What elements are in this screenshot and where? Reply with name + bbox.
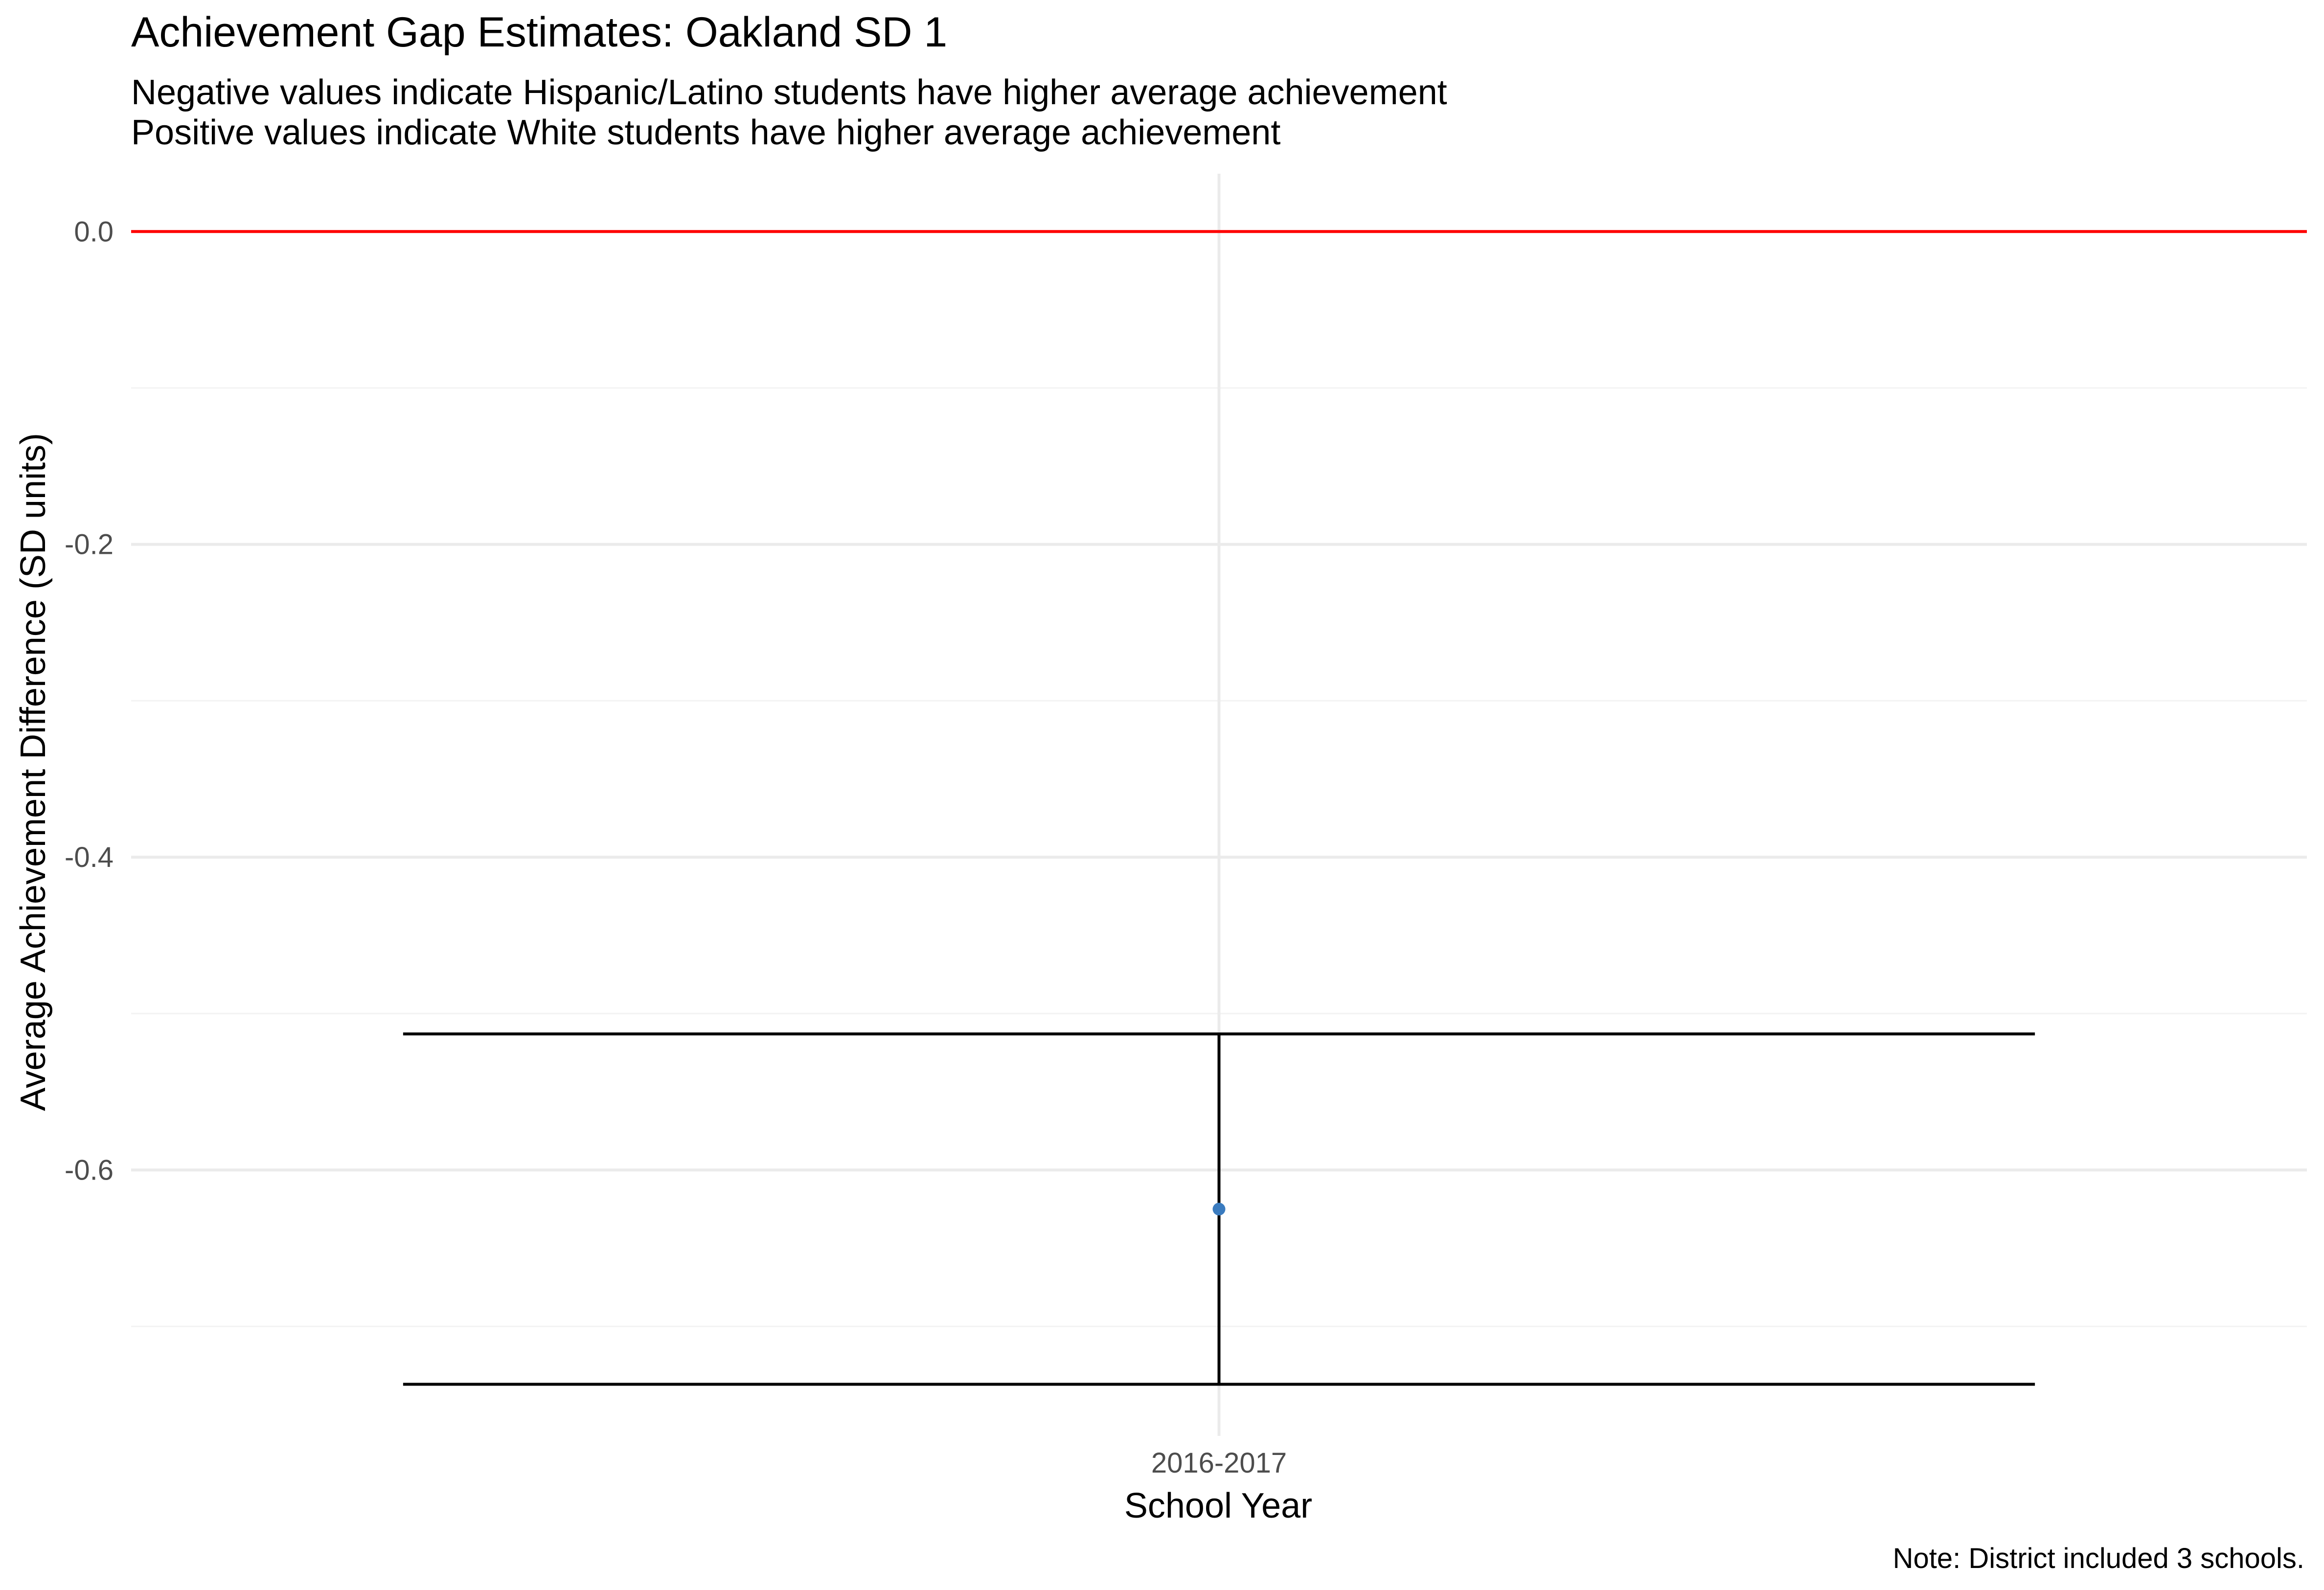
chart-subtitle-line-2: Positive values indicate White students …	[131, 113, 1280, 152]
y-tick-label: -0.4	[65, 841, 114, 873]
x-axis-label: School Year	[1124, 1486, 1312, 1525]
y-axis-ticks: 0.0 -0.2 -0.4 -0.6	[65, 216, 114, 1186]
y-tick-label: 0.0	[74, 216, 114, 248]
x-tick-label: 2016-2017	[1151, 1447, 1287, 1479]
x-axis-ticks: 2016-2017	[1151, 1447, 1287, 1479]
chart-caption: Note: District included 3 schools.	[1893, 1543, 2304, 1574]
y-axis-label: Average Achievement Difference (SD units…	[14, 433, 53, 1111]
y-tick-label: -0.2	[65, 529, 114, 561]
data-point	[1212, 1203, 1226, 1216]
y-tick-label: -0.6	[65, 1155, 114, 1186]
chart-subtitle-line-1: Negative values indicate Hispanic/Latino…	[131, 73, 1447, 112]
chart-title: Achievement Gap Estimates: Oakland SD 1	[131, 9, 947, 56]
point-layer	[1212, 1203, 1226, 1216]
